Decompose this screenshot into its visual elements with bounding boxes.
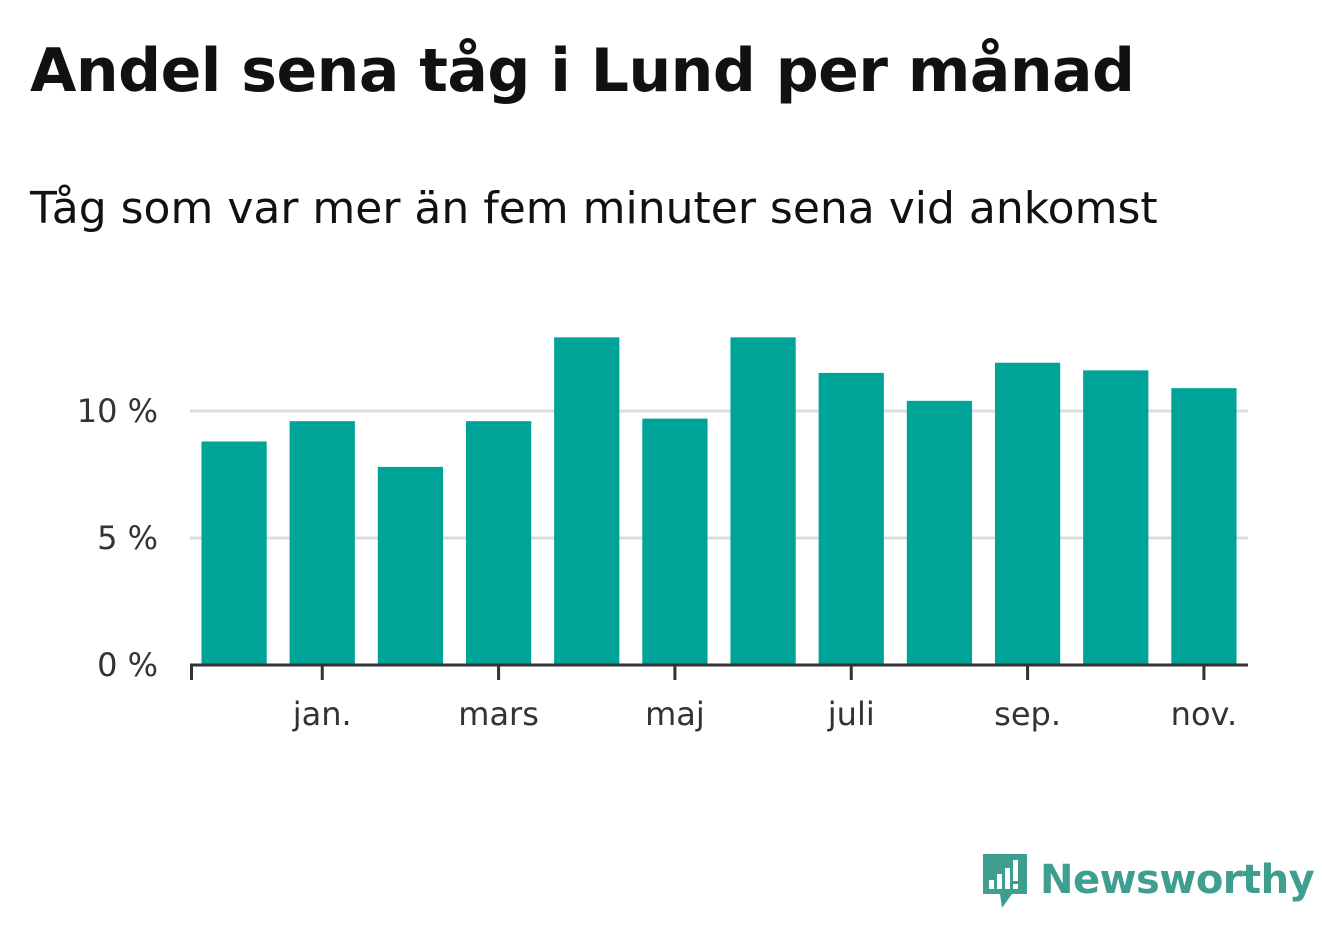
y-tick-label: 0 % — [97, 646, 158, 684]
bars — [201, 337, 1237, 665]
x-tick-label: maj — [645, 695, 705, 733]
bar-feb — [377, 466, 444, 665]
x-tick-label: nov. — [1171, 695, 1237, 733]
chart-subtitle: Tåg som var mer än fem minuter sena vid … — [30, 183, 1158, 234]
brand-name: Newsworthy — [1040, 857, 1315, 903]
bar-juli — [818, 372, 884, 665]
y-axis-labels: 0 % 5 % 10 % — [77, 392, 158, 684]
gridlines — [190, 409, 1248, 540]
bar-mars — [465, 421, 532, 665]
chart-title: Andel sena tåg i Lund per månad — [30, 36, 1135, 106]
x-axis — [190, 663, 1248, 680]
bar-nov — [1171, 388, 1237, 665]
bar-chart: 0 % 5 % 10 % jan. mars maj juli sep. nov. — [77, 337, 1248, 733]
newsworthy-logo-icon — [983, 854, 1027, 908]
bar-okt — [1083, 370, 1149, 665]
bar-dec — [201, 441, 267, 665]
y-tick-label: 10 % — [77, 392, 158, 430]
x-tick-label: jan. — [292, 695, 352, 733]
bar-juni — [730, 337, 796, 665]
x-tick-label: juli — [827, 695, 875, 733]
bar-aug — [906, 400, 973, 665]
bar-jan — [289, 421, 355, 665]
x-axis-labels: jan. mars maj juli sep. nov. — [292, 695, 1237, 733]
brand: Newsworthy — [980, 848, 1315, 912]
bar-apr — [554, 337, 620, 665]
x-tick-label: mars — [458, 695, 539, 733]
y-tick-label: 5 % — [97, 519, 158, 557]
bar-maj — [642, 418, 708, 665]
x-tick-label: sep. — [994, 695, 1061, 733]
bar-sep — [994, 362, 1061, 665]
